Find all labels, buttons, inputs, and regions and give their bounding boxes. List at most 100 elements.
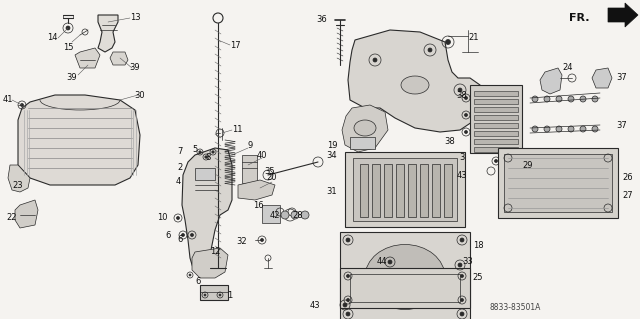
- Text: 23: 23: [13, 181, 23, 189]
- Circle shape: [592, 96, 598, 102]
- Circle shape: [445, 40, 451, 44]
- Text: 43: 43: [457, 170, 467, 180]
- Bar: [242, 155, 257, 183]
- Text: 8: 8: [205, 153, 211, 162]
- Polygon shape: [592, 68, 612, 88]
- Bar: [474, 91, 518, 96]
- Polygon shape: [110, 52, 128, 65]
- Circle shape: [346, 238, 350, 242]
- Circle shape: [460, 238, 464, 242]
- Text: 39: 39: [67, 73, 77, 83]
- Circle shape: [388, 260, 392, 264]
- Text: 21: 21: [468, 33, 479, 42]
- Bar: [504, 154, 612, 212]
- Circle shape: [177, 217, 179, 219]
- Bar: [420, 164, 428, 217]
- Circle shape: [461, 299, 463, 301]
- Polygon shape: [15, 200, 38, 228]
- Text: 15: 15: [63, 43, 73, 53]
- Circle shape: [204, 294, 206, 296]
- Circle shape: [281, 211, 289, 219]
- Text: 7: 7: [177, 147, 182, 157]
- Circle shape: [532, 126, 538, 132]
- Text: 34: 34: [326, 151, 337, 160]
- Text: 43: 43: [310, 300, 320, 309]
- Text: 38: 38: [445, 137, 456, 146]
- Polygon shape: [8, 165, 30, 192]
- Polygon shape: [182, 148, 232, 272]
- Text: 42: 42: [269, 211, 280, 219]
- Circle shape: [568, 96, 574, 102]
- Circle shape: [465, 97, 467, 100]
- Circle shape: [428, 48, 432, 52]
- Text: 24: 24: [563, 63, 573, 72]
- Circle shape: [301, 211, 309, 219]
- Circle shape: [556, 126, 562, 132]
- Circle shape: [346, 312, 350, 316]
- Circle shape: [465, 114, 467, 116]
- Circle shape: [580, 96, 586, 102]
- Circle shape: [556, 96, 562, 102]
- Polygon shape: [238, 180, 275, 200]
- Text: 4: 4: [175, 177, 180, 187]
- Text: 44: 44: [377, 257, 387, 266]
- Text: 32: 32: [237, 238, 247, 247]
- Text: 33: 33: [463, 257, 474, 266]
- Circle shape: [260, 239, 264, 241]
- Circle shape: [205, 156, 207, 158]
- Circle shape: [532, 96, 538, 102]
- Bar: [384, 164, 392, 217]
- Text: 14: 14: [47, 33, 57, 42]
- Polygon shape: [342, 105, 388, 152]
- Circle shape: [182, 234, 184, 236]
- Text: 28: 28: [292, 211, 303, 219]
- Circle shape: [373, 58, 377, 62]
- Circle shape: [544, 126, 550, 132]
- Circle shape: [199, 151, 201, 153]
- Bar: [432, 164, 440, 217]
- Circle shape: [189, 274, 191, 276]
- Text: 18: 18: [473, 241, 483, 249]
- Bar: [345, 152, 465, 227]
- Circle shape: [346, 299, 349, 301]
- Text: 20: 20: [267, 174, 277, 182]
- Text: 27: 27: [623, 190, 634, 199]
- Text: 22: 22: [7, 213, 17, 222]
- Bar: [353, 158, 457, 221]
- Polygon shape: [608, 3, 638, 27]
- Text: 37: 37: [616, 73, 627, 83]
- Bar: [474, 99, 518, 104]
- Bar: [195, 168, 215, 180]
- Text: 8833-83501A: 8833-83501A: [490, 303, 541, 313]
- Text: 5: 5: [193, 145, 198, 154]
- Polygon shape: [192, 248, 228, 278]
- Bar: [340, 232, 470, 319]
- Text: 17: 17: [230, 41, 240, 49]
- Bar: [408, 164, 416, 217]
- Circle shape: [544, 96, 550, 102]
- Text: 11: 11: [232, 125, 243, 135]
- Bar: [474, 147, 518, 152]
- Bar: [474, 123, 518, 128]
- Bar: [372, 164, 380, 217]
- Circle shape: [495, 160, 497, 162]
- Circle shape: [458, 88, 462, 92]
- Text: 13: 13: [130, 13, 140, 23]
- Circle shape: [20, 103, 24, 107]
- Circle shape: [592, 126, 598, 132]
- Text: 40: 40: [257, 151, 268, 160]
- Circle shape: [580, 126, 586, 132]
- Text: 12: 12: [210, 248, 220, 256]
- Bar: [444, 164, 452, 217]
- Bar: [498, 148, 618, 218]
- Polygon shape: [348, 30, 482, 132]
- Polygon shape: [98, 15, 118, 52]
- Bar: [474, 107, 518, 112]
- Text: 41: 41: [3, 95, 13, 105]
- Circle shape: [191, 234, 193, 236]
- Text: 26: 26: [623, 174, 634, 182]
- Circle shape: [212, 151, 214, 153]
- Text: 6: 6: [195, 278, 201, 286]
- Ellipse shape: [401, 76, 429, 94]
- Text: 25: 25: [473, 273, 483, 283]
